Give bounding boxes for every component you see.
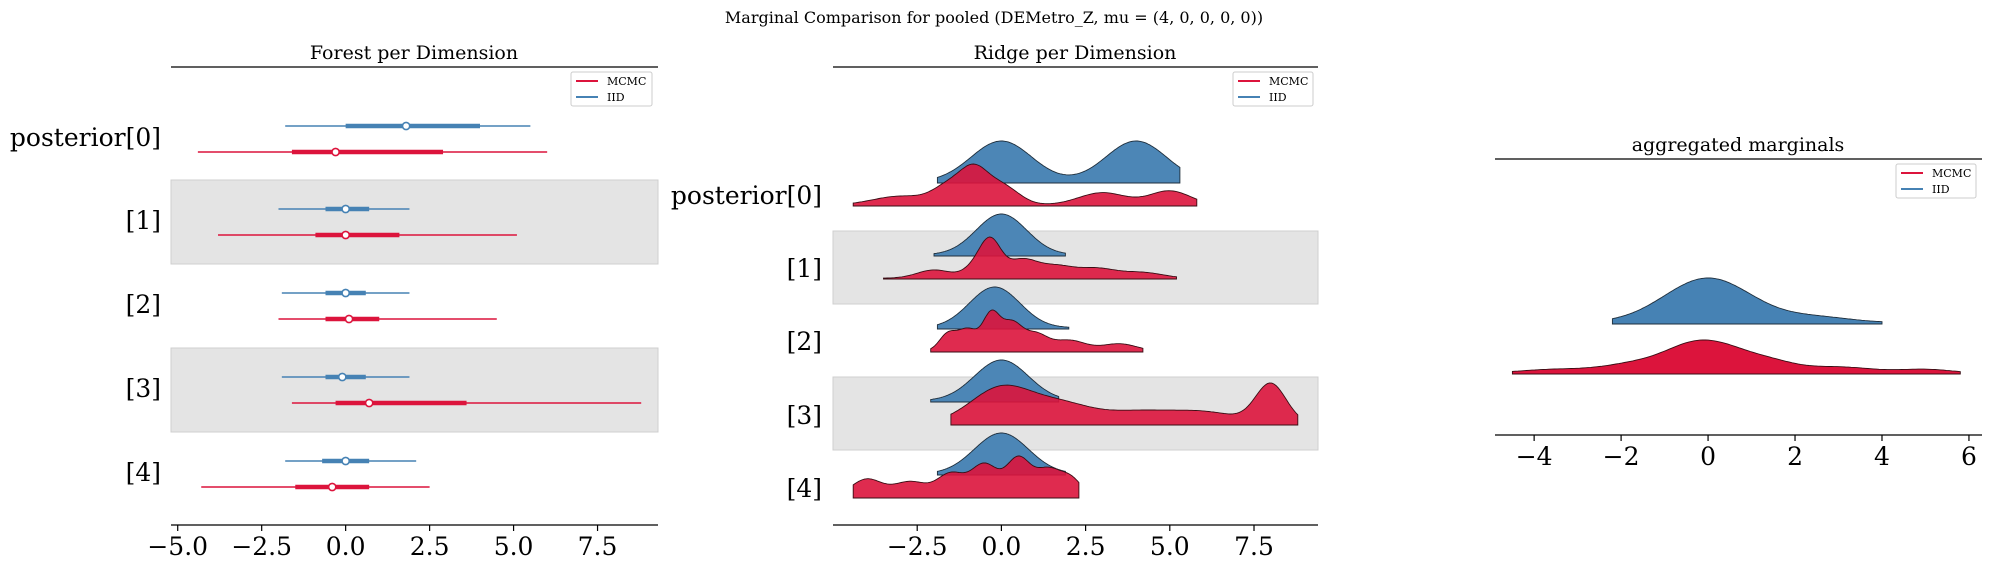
aggregated-xtick-label-2: 0 (1700, 442, 1716, 471)
aggregated-xtick-label-0: −4 (1516, 442, 1553, 471)
ridge-legend: MCMC IID (1232, 71, 1314, 107)
forest-mcmc-0-median (331, 147, 340, 157)
aggregated-panel: aggregated marginals −4 −2 0 2 4 6 MCMC IID (1495, 134, 1982, 471)
ridge-ylabel-1: [1] (787, 254, 822, 283)
aggregated-xtick-label-5: 6 (1961, 442, 1977, 471)
ridge-ylabel-2: [2] (787, 327, 822, 356)
aggregated-xtick-label-3: 2 (1787, 442, 1803, 471)
ridge-xtick-label-2: 2.5 (1066, 532, 1106, 561)
forest-iid-4-median (341, 456, 351, 466)
ridge-xtick-label-3: 5.0 (1150, 532, 1190, 561)
ridge-xtick-label-1: 0.0 (982, 532, 1022, 561)
forest-ylabel-3: [3] (126, 374, 161, 403)
aggregated-iid-density (1611, 277, 1883, 325)
forest-ylabel-4: [4] (126, 458, 161, 487)
aggregated-legend: MCMC IID (1895, 163, 1977, 199)
ridge-mcmc-3 (950, 382, 1299, 426)
ridge-mcmc-1 (883, 236, 1177, 280)
aggregated-legend-iid: IID (1932, 183, 1950, 196)
forest-row-band-3 (170, 347, 659, 433)
ridge-ylabel-4: [4] (787, 474, 822, 503)
forest-title: Forest per Dimension (310, 42, 518, 64)
ridge-iid-4 (936, 432, 1066, 476)
forest-mcmc-3-median (364, 398, 374, 408)
forest-iid-3-median (337, 372, 347, 382)
ridge-iid-0 (936, 140, 1181, 184)
ridge-mcmc-4 (852, 455, 1080, 499)
forest-legend: MCMC IID (570, 71, 653, 107)
ridge-iid-2 (936, 286, 1070, 330)
ridge-ylabel-3: [3] (787, 401, 822, 430)
aggregated-legend-mcmc: MCMC (1932, 167, 1971, 180)
forest-xtick-label-5: 7.5 (578, 532, 618, 561)
ridge-iid-1 (933, 213, 1066, 257)
forest-xtick-label-0: −5.0 (147, 532, 208, 561)
ridge-panel: Ridge per Dimension posterior[0] [1] [2]… (671, 42, 1319, 561)
forest-mcmc-4-median (327, 482, 337, 492)
ridge-mcmc-2 (930, 309, 1144, 353)
forest-iid-2-median (341, 288, 351, 298)
forest-iid-0-median (401, 121, 411, 131)
aggregated-xtick-label-1: −2 (1603, 442, 1640, 471)
forest-mcmc-1-median (341, 230, 351, 240)
forest-xtick-label-4: 5.0 (494, 532, 534, 561)
forest-mcmc-2-median (344, 314, 354, 324)
ridge-legend-mcmc: MCMC (1269, 75, 1308, 88)
figure-suptitle: Marginal Comparison for pooled (DEMetro_… (725, 8, 1263, 27)
forest-legend-iid: IID (607, 91, 625, 104)
aggregated-xtick-label-4: 4 (1874, 442, 1890, 471)
ridge-ylabel-0: posterior[0] (671, 181, 822, 210)
ridge-xtick-label-4: 7.5 (1234, 532, 1274, 561)
ridge-title: Ridge per Dimension (974, 42, 1177, 64)
aggregated-title: aggregated marginals (1632, 134, 1845, 156)
forest-xtick-label-1: −2.5 (231, 532, 292, 561)
forest-row-band-1 (170, 179, 659, 265)
forest-iid-1-median (341, 204, 351, 214)
forest-ylabel-0: posterior[0] (10, 123, 161, 152)
ridge-mcmc-0 (852, 163, 1198, 207)
forest-xtick-label-2: 0.0 (326, 532, 366, 561)
aggregated-mcmc-density (1511, 339, 1961, 375)
forest-panel: Forest per Dimension posterior[0] [1] [2… (10, 42, 659, 561)
forest-ylabel-1: [1] (126, 206, 161, 235)
ridge-legend-iid: IID (1269, 91, 1287, 104)
ridge-xtick-label-0: −2.5 (887, 532, 948, 561)
forest-legend-mcmc: MCMC (607, 75, 646, 88)
forest-xtick-label-3: 2.5 (410, 532, 450, 561)
forest-ylabel-2: [2] (126, 290, 161, 319)
